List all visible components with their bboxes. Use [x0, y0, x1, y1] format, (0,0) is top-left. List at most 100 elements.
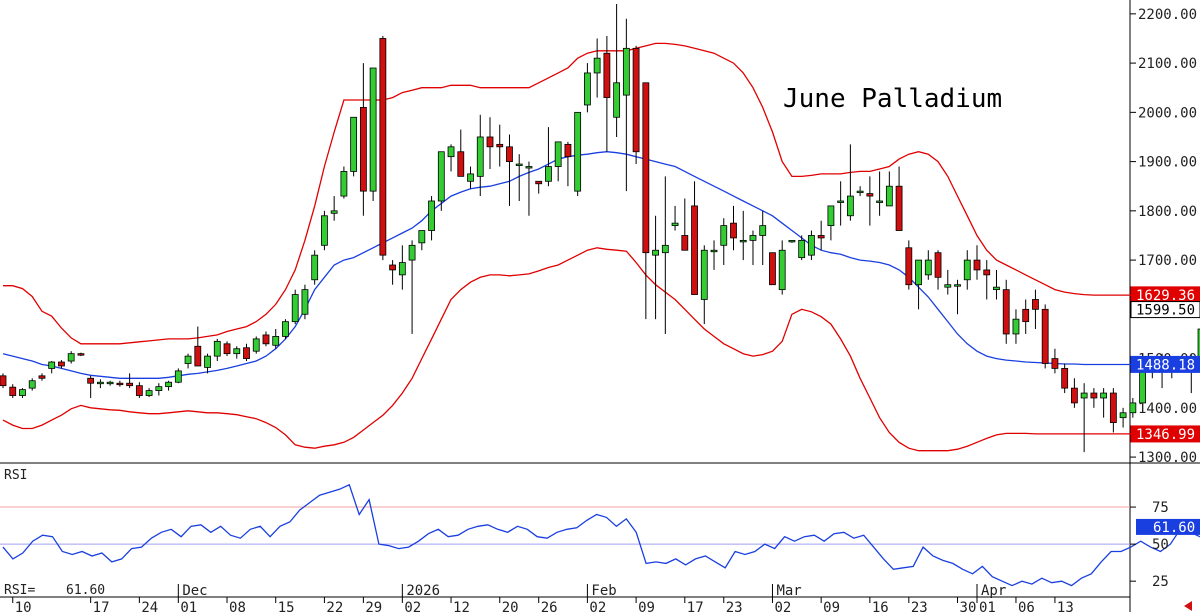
candle	[243, 343, 250, 362]
candle-body	[457, 151, 465, 177]
candle-body	[564, 143, 572, 158]
candlesticks	[0, 4, 1200, 453]
candle-body	[437, 151, 445, 202]
candle	[428, 196, 435, 241]
candle-body	[895, 185, 903, 231]
candle-body	[340, 171, 348, 197]
candle-body	[661, 244, 669, 254]
candle	[710, 240, 718, 270]
candle-body	[876, 200, 883, 203]
date-tick-label: 20	[502, 600, 519, 615]
date-tick-label: 23	[911, 600, 928, 615]
candle	[827, 205, 835, 241]
candle-body	[1032, 299, 1039, 310]
candle-body	[846, 195, 854, 217]
candle	[486, 117, 494, 169]
candle	[963, 250, 971, 290]
date-tick-label: 01	[180, 600, 197, 615]
candle-body	[19, 389, 26, 396]
candle	[28, 378, 36, 391]
candle	[97, 379, 104, 389]
candle-body	[486, 136, 494, 148]
candle-body	[213, 340, 221, 357]
candle	[252, 336, 260, 354]
candle	[476, 114, 484, 197]
bollinger-bands	[2, 42, 1163, 452]
rsi-panel-title: RSI	[4, 468, 27, 483]
date-tick-label: 26	[541, 600, 558, 615]
candle	[1139, 368, 1146, 406]
candle	[223, 341, 231, 357]
middle-bollinger-band	[2, 151, 1163, 379]
candle-body	[1071, 387, 1078, 404]
candle-body	[866, 193, 874, 197]
candle	[340, 166, 348, 199]
candle	[545, 127, 552, 187]
candle	[437, 151, 445, 211]
price-badge-box	[1130, 301, 1200, 319]
candle-body	[350, 116, 358, 172]
price-tick-label: 2200.00	[1138, 7, 1197, 23]
rsi-axis-ticks: 75 50 25	[1130, 500, 1169, 590]
date-tick-label: 16	[872, 600, 889, 615]
candle-body	[525, 166, 533, 169]
candle	[447, 144, 455, 172]
candle	[846, 144, 854, 221]
candle-body	[808, 235, 815, 256]
candle-body	[1197, 328, 1200, 369]
chart-title: June Palladium	[783, 84, 1002, 114]
date-tick-label: 10	[15, 600, 32, 615]
candle	[1129, 397, 1137, 418]
candle	[934, 250, 942, 290]
candle-body	[856, 190, 864, 194]
candle	[87, 375, 95, 398]
candle-body	[204, 355, 211, 368]
candle-body	[934, 252, 942, 278]
date-axis-ticks: 10 17 24 01 08 15 22 29 02 12 20 26 02 09 17 23 02 09 16 23…	[12, 583, 1074, 615]
candle-body	[739, 239, 747, 243]
candle	[506, 134, 513, 206]
candle-body	[321, 215, 328, 246]
date-tick-label: 01	[979, 600, 996, 615]
candle	[272, 329, 280, 349]
candle	[749, 230, 757, 266]
candle	[681, 198, 689, 251]
price-badge-box	[1130, 425, 1200, 443]
scroll-left-icon[interactable]	[1184, 601, 1192, 611]
candle	[389, 260, 397, 285]
candle-body	[48, 361, 56, 369]
price-tick-label: 1400.00	[1138, 401, 1197, 417]
candle-body	[749, 235, 757, 241]
rsi-legend-label: RSI=	[4, 583, 35, 598]
candle	[954, 279, 961, 315]
candle	[593, 38, 601, 98]
candle	[652, 215, 659, 320]
candle	[837, 181, 845, 226]
candle-body	[963, 259, 971, 281]
candle-body	[593, 57, 601, 74]
candle	[866, 176, 874, 226]
candle	[330, 196, 338, 221]
candle-body	[691, 205, 698, 295]
candle-body	[106, 381, 114, 385]
candle-body	[311, 254, 319, 281]
candle-body	[1100, 392, 1108, 399]
candle-body	[973, 259, 981, 271]
candle	[1012, 309, 1020, 344]
candle-body	[398, 262, 406, 276]
candle	[574, 111, 582, 197]
candle-body	[1139, 368, 1146, 404]
month-label: Apr	[981, 583, 1006, 599]
candle	[700, 245, 708, 325]
candle-body	[515, 163, 523, 166]
upper-bollinger-band	[3, 42, 1163, 345]
price-tick-label: 1700.00	[1138, 253, 1197, 269]
candle	[720, 218, 728, 266]
candle	[671, 205, 679, 231]
date-tick-label: 06	[1018, 600, 1035, 615]
candle-body	[272, 336, 280, 346]
candle-body	[77, 353, 85, 356]
candle-body	[837, 200, 845, 203]
candle-body	[700, 249, 708, 300]
